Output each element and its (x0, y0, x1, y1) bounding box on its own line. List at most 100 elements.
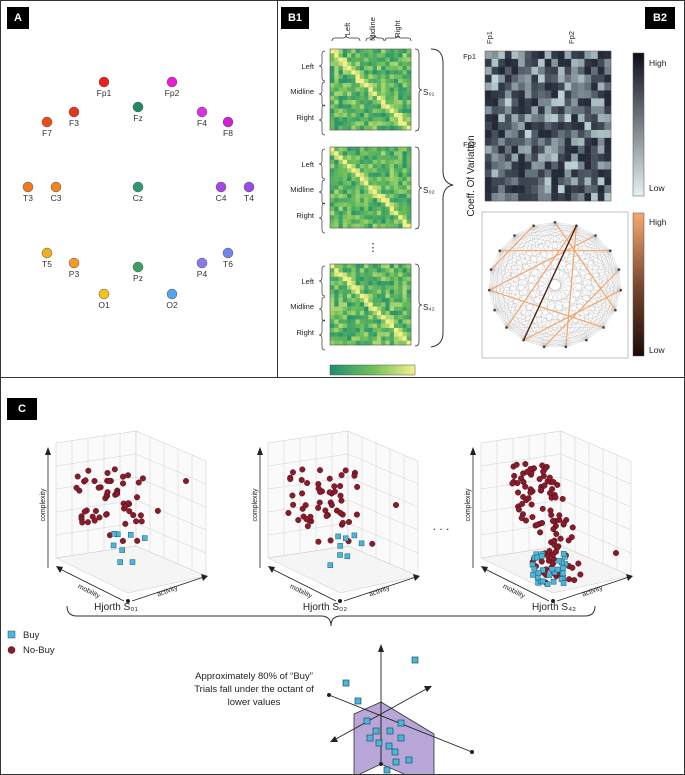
matrix-cell (359, 281, 365, 286)
matrix-cell (351, 168, 356, 173)
matrix-cell (393, 155, 399, 160)
strong-edge (490, 225, 535, 271)
matrix-cell (338, 340, 343, 346)
matrix-cell (398, 319, 403, 324)
matrix-cell (342, 315, 348, 320)
matrix-cell (347, 155, 352, 160)
subject-label: S₀₁ (423, 88, 435, 97)
matrix-cell (359, 315, 365, 320)
matrix-cell (376, 264, 382, 269)
graph-edge (494, 225, 534, 311)
matrix-cell (389, 91, 395, 97)
cv-cell (544, 129, 552, 139)
matrix-cell (376, 306, 382, 312)
cv-cell (584, 161, 592, 170)
cv-cell (604, 129, 612, 139)
matrix-cell (330, 61, 335, 67)
graph-edge (514, 235, 587, 341)
matrix-cell (385, 181, 390, 186)
matrix-cell (406, 206, 412, 212)
buy-point (538, 553, 545, 560)
cv-cell (557, 114, 565, 123)
matrix-cell (368, 49, 373, 54)
matrix-cell (351, 181, 356, 186)
matrix-cell (381, 193, 386, 199)
matrix-cell (385, 49, 390, 54)
matrix-cell (372, 315, 378, 320)
matrix-cell (355, 215, 361, 220)
matrix-cell (334, 57, 339, 62)
panel-b2-tag: B2 (645, 7, 675, 29)
matrix-cell (359, 264, 365, 269)
graph-edge (533, 222, 556, 226)
matrix-cell (351, 289, 356, 295)
cv-cell (491, 58, 499, 67)
matrix-cell (355, 164, 361, 169)
matrix-cell (398, 57, 403, 62)
matrix-cell (334, 219, 339, 224)
buy-point (358, 540, 365, 547)
nobuy-point (133, 518, 140, 525)
cv-cell (564, 153, 572, 162)
matrix-cell (368, 155, 373, 160)
matrix-cell (342, 306, 348, 312)
matrix-cell (376, 108, 382, 114)
graph-edge (494, 250, 611, 311)
graph-node (575, 224, 578, 227)
matrix-cell (330, 276, 335, 282)
matrix-cell (372, 125, 378, 131)
matrix-cell (402, 327, 407, 333)
matrix-cell (330, 78, 335, 84)
matrix-cell (393, 223, 399, 229)
matrix-row-label: Left (301, 160, 314, 169)
matrix-cell (359, 293, 365, 299)
matrix-col-label: Left (343, 22, 352, 35)
matrix-cell (406, 108, 412, 114)
matrix-cell (406, 264, 412, 269)
graph-edge (523, 327, 604, 341)
matrix-cell (372, 264, 378, 269)
matrix-cell (351, 53, 356, 58)
matrix-cell (398, 219, 403, 224)
matrix-cell (359, 219, 365, 224)
cv-cell (524, 51, 532, 60)
cv-cell (564, 98, 572, 107)
matrix-cell (347, 74, 352, 80)
matrix-cell (342, 164, 348, 169)
cv-cell (518, 106, 525, 115)
nobuy-point (550, 560, 557, 567)
cv-cell (538, 58, 545, 67)
cv-cell (531, 137, 539, 146)
nobuy-point (522, 460, 529, 467)
matrix-cell (385, 108, 390, 114)
graph-edge (490, 222, 556, 270)
graph-edge (499, 250, 587, 341)
cv-cell (597, 90, 605, 99)
cv-cell (485, 51, 492, 60)
matrix-cell (406, 172, 412, 178)
matrix-cell (402, 108, 407, 114)
nobuy-point (539, 505, 546, 512)
plots-brace (66, 605, 596, 627)
matrix-cell (338, 83, 343, 88)
matrix-cell (359, 276, 365, 282)
nobuy-point (369, 540, 376, 547)
matrix-cell (347, 189, 352, 195)
cv-cell (491, 98, 499, 107)
cv-cell (597, 98, 605, 107)
matrix-cell (385, 215, 390, 220)
axis-mobility (57, 567, 125, 602)
matrix-cell (389, 327, 395, 333)
cv-cell (597, 161, 605, 170)
matrix-cell (393, 219, 399, 224)
matrix-cell (389, 302, 395, 307)
matrix-cell (398, 215, 403, 220)
cv-cell (604, 106, 612, 115)
nobuy-point (519, 500, 526, 507)
matrix-cell (347, 281, 352, 286)
matrix-cell (402, 176, 407, 182)
matrix-cell (393, 306, 399, 312)
graph-edge (576, 225, 621, 291)
matrix-cell (334, 91, 339, 97)
matrix-cell (385, 70, 390, 75)
